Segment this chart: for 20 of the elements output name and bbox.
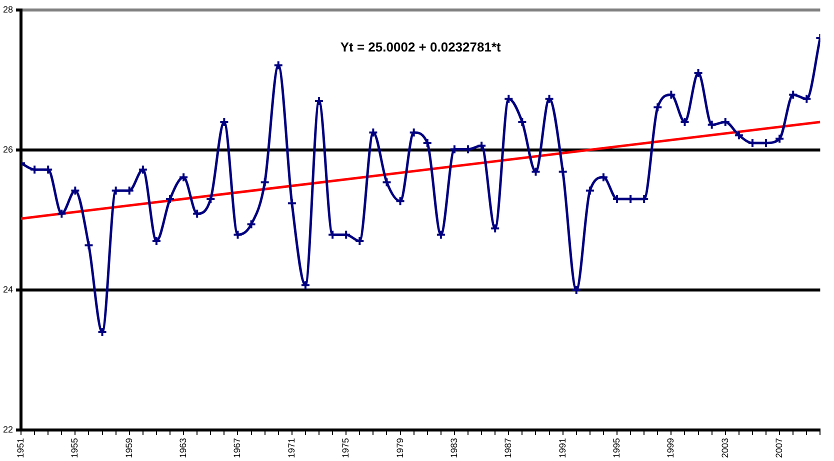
x-tick-label: 1999 <box>666 438 676 458</box>
annotation: Yt = 25.0002 + 0.0232781*t <box>340 40 502 55</box>
y-tick-label: 28 <box>2 4 14 14</box>
x-tick-label: 1959 <box>124 438 134 458</box>
x-tick-label: 1975 <box>340 438 351 458</box>
x-tick-label: 1995 <box>612 438 622 458</box>
x-tick-label: 1967 <box>232 438 242 458</box>
x-tick-label: 1987 <box>503 438 514 458</box>
y-tick-label: 24 <box>2 284 14 294</box>
x-tick-label: 2003 <box>720 438 730 458</box>
x-tick-label: 1963 <box>178 438 188 458</box>
y-tick-label: 22 <box>2 424 14 434</box>
x-tick-label: 1991 <box>557 438 568 458</box>
x-tick-label: 1971 <box>286 438 296 458</box>
x-tick-label: 1955 <box>70 438 80 458</box>
x-tick-label: 2007 <box>774 438 784 458</box>
x-tick-label: 1979 <box>394 438 405 458</box>
y-tick-label: 26 <box>2 144 14 154</box>
x-tick-label: 1951 <box>15 438 26 458</box>
x-tick-label: 1983 <box>448 438 459 458</box>
